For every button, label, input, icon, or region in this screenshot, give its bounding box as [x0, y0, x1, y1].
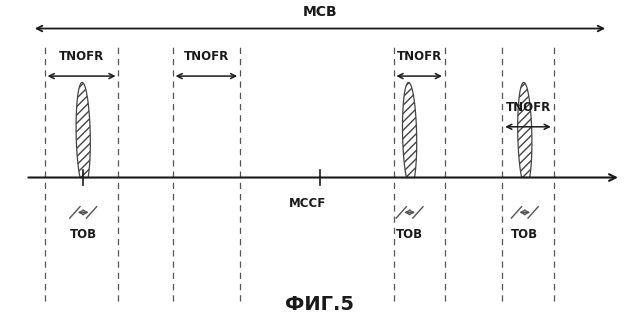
Polygon shape [403, 82, 417, 178]
Text: TOB: TOB [511, 228, 538, 241]
Text: TNOFR: TNOFR [397, 50, 442, 63]
Polygon shape [518, 82, 532, 178]
Text: TNOFR: TNOFR [506, 101, 550, 114]
Text: TNOFR: TNOFR [184, 50, 229, 63]
Text: TNOFR: TNOFR [59, 50, 104, 63]
Text: TOB: TOB [70, 228, 97, 241]
Polygon shape [76, 82, 90, 178]
Text: MCCF: MCCF [289, 197, 326, 210]
Text: ФИГ.5: ФИГ.5 [285, 295, 355, 314]
Text: МСВ: МСВ [303, 5, 337, 19]
Text: TOB: TOB [396, 228, 423, 241]
